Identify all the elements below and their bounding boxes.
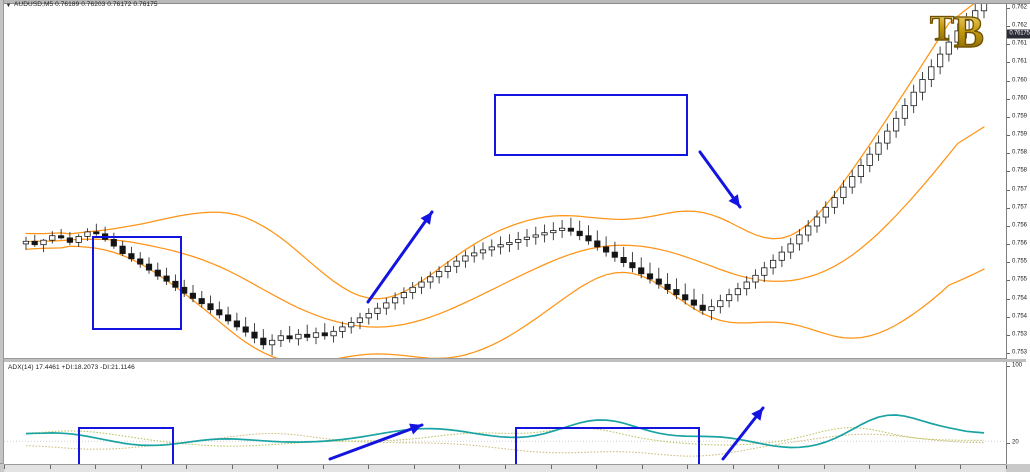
time-tick — [141, 465, 142, 469]
time-tick — [1006, 465, 1007, 469]
time-tick — [414, 465, 415, 469]
price-tick — [1007, 280, 1010, 282]
price-axis-scale[interactable]: 0.762 0.762 0.761 0.761 0.760 0.760 0.759 0.759… — [1006, 4, 1030, 359]
price-tick-label: 0.753 — [1012, 349, 1028, 356]
time-tick — [505, 465, 506, 469]
price-tick-label: 0.762 — [1012, 22, 1028, 29]
price-tick-label: 0.755 — [1012, 276, 1028, 283]
price-tick-label: 0.755 — [1012, 258, 1028, 265]
time-tick — [50, 465, 51, 469]
time-axis[interactable] — [4, 464, 1007, 472]
price-tick — [1007, 316, 1010, 318]
price-tick — [1007, 153, 1010, 155]
price-tick — [1007, 244, 1010, 246]
price-tick-label: 0.761 — [1012, 58, 1028, 65]
price-tick-label: 0.761 — [1012, 40, 1028, 47]
time-tick — [869, 465, 870, 469]
price-pane-label: AUDUSD,M5 0.76189 0.76203 0.76172 0.7617… — [14, 1, 158, 8]
adx-indicator-pane[interactable] — [4, 362, 1006, 464]
price-tick — [1007, 26, 1010, 28]
time-tick — [277, 465, 278, 469]
price-tick — [1007, 262, 1010, 264]
price-tick — [1007, 135, 1010, 137]
tb-logo-letter-b: B — [953, 7, 984, 57]
time-tick — [323, 465, 324, 469]
price-tick-label: 0.759 — [1012, 131, 1028, 138]
time-tick — [186, 465, 187, 469]
adx-chart-canvas — [4, 414, 1006, 457]
current-price-tag: 0.76175 — [1007, 29, 1030, 39]
time-tick — [4, 465, 5, 469]
price-tick-label: 0.758 — [1012, 167, 1028, 174]
price-tick — [1007, 298, 1010, 300]
time-tick — [551, 465, 552, 469]
price-tick-label: 0.756 — [1012, 240, 1028, 247]
price-tick-label: 0.758 — [1012, 149, 1028, 156]
adx-range-box-right[interactable] — [515, 427, 700, 469]
time-tick — [824, 465, 825, 469]
time-tick — [960, 465, 961, 469]
time-tick — [642, 465, 643, 469]
adx-tick — [1007, 366, 1010, 367]
time-tick — [733, 465, 734, 469]
adx-tick-label: 20 — [1012, 439, 1019, 446]
time-tick — [687, 465, 688, 469]
tb-logo-letter-t: T — [929, 8, 954, 48]
consolidation-box-top[interactable] — [494, 94, 688, 156]
adx-tick — [1007, 443, 1010, 445]
time-tick — [915, 465, 916, 469]
window-top-border — [0, 0, 1030, 4]
price-tick — [1007, 44, 1010, 46]
price-tick — [1007, 189, 1010, 191]
time-tick — [778, 465, 779, 469]
price-tick — [1007, 334, 1010, 336]
adx-axis-rule — [1006, 362, 1007, 464]
price-tick-label: 0.759 — [1012, 113, 1028, 120]
price-tick-label: 0.754 — [1012, 313, 1028, 320]
time-tick — [459, 465, 460, 469]
price-axis-rule — [1006, 4, 1007, 359]
price-tick-label: 0.760 — [1012, 95, 1028, 102]
adx-axis-scale[interactable]: 100 20 — [1006, 362, 1030, 464]
price-tick-label: 0.754 — [1012, 295, 1028, 302]
adx-tick-label: 100 — [1012, 362, 1023, 369]
price-tick — [1007, 116, 1010, 118]
time-tick — [596, 465, 597, 469]
window-left-border — [0, 0, 4, 472]
price-tick-label: 0.757 — [1012, 186, 1028, 193]
adx-pane-label: ADX(14) 17.4461 +DI:18.2073 -DI:21.1146 — [8, 364, 135, 371]
price-tick-label: 0.757 — [1012, 204, 1028, 211]
consolidation-box-left[interactable] — [92, 236, 182, 330]
price-tick-label: 0.762 — [1012, 4, 1028, 11]
price-tick — [1007, 80, 1010, 82]
price-tick — [1007, 207, 1010, 209]
chevron-down-icon[interactable]: ▼ — [5, 2, 12, 9]
price-tick-label: 0.756 — [1012, 222, 1028, 229]
time-tick — [232, 465, 233, 469]
price-tick — [1007, 171, 1010, 173]
price-tick — [1007, 8, 1010, 9]
tb-logo: T B — [929, 7, 992, 57]
price-tick — [1007, 98, 1010, 100]
price-tick-label: 0.760 — [1012, 77, 1028, 84]
time-tick — [368, 465, 369, 469]
price-tick — [1007, 353, 1010, 354]
price-tick — [1007, 62, 1010, 64]
price-tick-label: 0.753 — [1012, 331, 1028, 338]
time-tick — [95, 465, 96, 469]
price-tick — [1007, 225, 1010, 227]
price-chart-pane[interactable] — [4, 4, 1006, 359]
